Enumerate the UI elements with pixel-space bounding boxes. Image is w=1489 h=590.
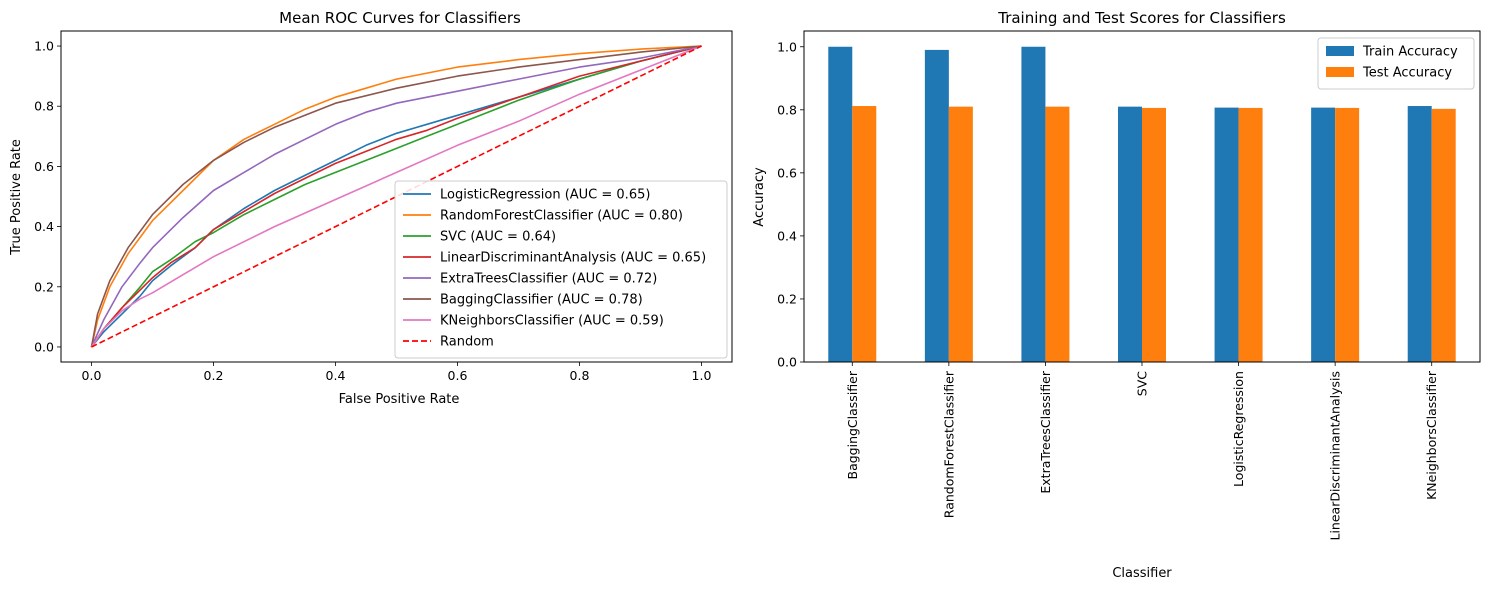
roc-x-tick-label: 0.0 [82,368,102,383]
bar-test-accuracy-extratreesclassifier [1045,106,1070,363]
roc-line-kneighborsclassifier [90,45,702,348]
bar-legend-box [1317,37,1475,90]
bar-test-accuracy-svc [1142,107,1166,363]
bar-y-tick-label: 0.8 [777,102,797,117]
bar-x-tick-label: SVC [1135,371,1150,396]
roc-line-extratreesclassifier [90,45,702,348]
bar-train-accuracy-randomforestclassifier [924,49,949,363]
roc-series-group [90,45,702,348]
roc-y-axis-label: True Positive Rate [9,139,24,256]
bar-train-accuracy-lineardiscriminantanalysis [1311,107,1336,362]
bar-y-tick-label: 1.0 [777,39,797,54]
roc-line-random [91,45,702,348]
bar-train-accuracy-extratreesclassifier [1021,46,1046,363]
bar-y-tick-label: 0.2 [777,291,797,306]
roc-y-tick-label: 0.0 [34,339,54,354]
roc-x-tick-label: 0.6 [448,368,468,383]
roc-y-ticks: 0.0 0.2 0.4 0.6 0.8 1.0 [34,39,61,354]
bar-legend: Train Accuracy Test Accuracy [1317,37,1475,90]
bar-y-axis-label: Accuracy [752,167,767,227]
roc-y-tick-label: 0.8 [34,99,54,114]
roc-legend-label: RandomForestClassifier (AUC = 0.80) [440,209,683,224]
roc-chart: Mean ROC Curves for Classifiers 0.0 0.2 0.… [9,9,733,407]
roc-legend-label: SVC (AUC = 0.64) [440,230,556,245]
bar-train-accuracy-svc [1118,106,1142,363]
bar-train-accuracy-logisticregression [1214,107,1239,362]
bar-test-accuracy-logisticregression [1238,107,1263,363]
roc-legend-label: BaggingClassifier (AUC = 0.78) [440,293,643,308]
bar-x-axis-label: Classifier [1112,566,1172,581]
roc-legend-label: Random [440,335,494,350]
roc-legend-box [394,180,728,359]
bar-x-tick-label: LogisticRegression [1231,371,1246,487]
bar-y-ticks: 0.0 0.2 0.4 0.6 0.8 1.0 [777,39,804,370]
roc-line-lineardiscriminantanalysis [90,45,702,348]
accuracy-bar-chart: Training and Test Scores for Classifiers… [752,9,1481,581]
bar-y-tick-label: 0.4 [777,228,797,243]
bar-test-accuracy-baggingclassifier [852,106,877,362]
roc-x-tick-label: 0.8 [570,368,590,383]
bar-x-tick-label: LinearDiscriminantAnalysis [1328,371,1343,541]
roc-legend: LogisticRegression (AUC = 0.65) RandomFor… [394,180,728,359]
bar-legend-swatch [1326,67,1354,77]
roc-y-tick-label: 0.6 [34,159,54,174]
roc-legend-label: LogisticRegression (AUC = 0.65) [440,188,650,203]
bar-train-accuracy-kneighborsclassifier [1407,106,1432,362]
bar-y-tick-label: 0.0 [777,355,797,370]
roc-x-tick-label: 0.4 [326,368,346,383]
bar-legend-label: Test Accuracy [1362,66,1452,81]
bar-train-accuracy-baggingclassifier [828,46,853,363]
roc-line-baggingclassifier [90,45,702,348]
bar-x-tick-label: BaggingClassifier [845,370,860,479]
bar-series-group [828,46,1456,363]
roc-axes-frame [60,30,733,363]
bar-x-tick-label: RandomForestClassifier [941,370,956,518]
roc-chart-title: Mean ROC Curves for Classifiers [279,9,521,27]
roc-line-svc [90,45,702,348]
bar-test-accuracy-randomforestclassifier [948,106,973,363]
roc-x-tick-label: 1.0 [692,368,712,383]
roc-legend-label: LinearDiscriminantAnalysis (AUC = 0.65) [440,251,706,266]
roc-legend-label: ExtraTreesClassifier (AUC = 0.72) [440,272,657,287]
roc-line-randomforestclassifier [90,45,702,348]
roc-y-tick-label: 0.4 [34,219,54,234]
roc-x-ticks: 0.0 0.2 0.4 0.6 0.8 1.0 [82,362,712,383]
bar-chart-title: Training and Test Scores for Classifiers [997,9,1286,27]
bar-legend-swatch [1326,46,1354,56]
bar-y-tick-label: 0.6 [777,165,797,180]
bar-x-tick-label: ExtraTreesClassifier [1038,370,1053,493]
roc-x-tick-label: 0.2 [204,368,224,383]
roc-y-tick-label: 0.2 [34,279,54,294]
bar-test-accuracy-kneighborsclassifier [1431,108,1456,363]
bar-x-tick-label: KNeighborsClassifier [1424,370,1439,500]
bar-x-ticks: BaggingClassifier RandomForestClassifier E… [845,362,1439,541]
roc-y-tick-label: 1.0 [34,39,54,54]
roc-legend-label: KNeighborsClassifier (AUC = 0.59) [440,314,664,329]
roc-x-axis-label: False Positive Rate [339,392,460,407]
bar-test-accuracy-lineardiscriminantanalysis [1335,107,1360,363]
bar-legend-label: Train Accuracy [1362,45,1458,60]
